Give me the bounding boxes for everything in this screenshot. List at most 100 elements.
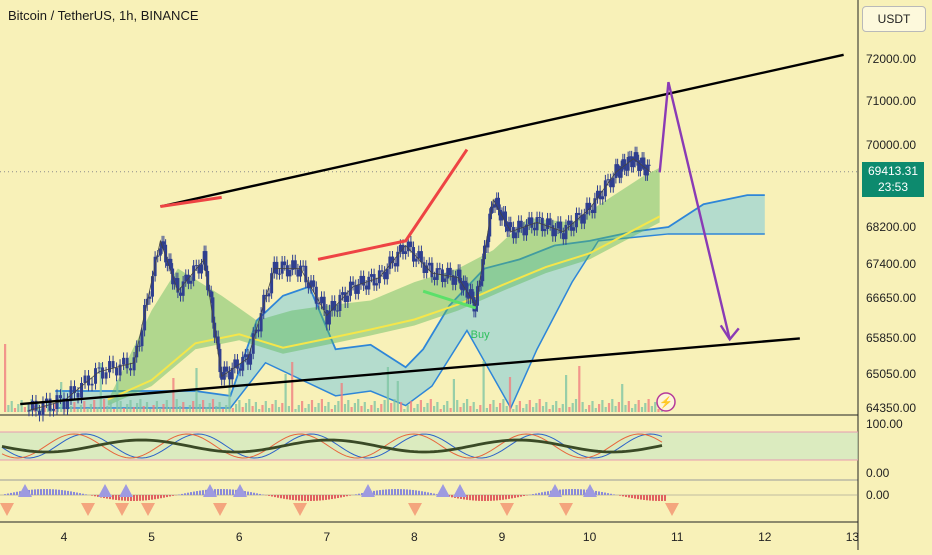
candle-body bbox=[606, 179, 609, 180]
histogram-bar bbox=[232, 490, 234, 495]
volume-bar bbox=[318, 403, 320, 412]
volume-bar bbox=[327, 402, 329, 412]
volume-bar bbox=[466, 399, 468, 412]
histogram-bar bbox=[544, 492, 546, 495]
volume-bar bbox=[529, 400, 531, 412]
volume-bar bbox=[479, 405, 481, 412]
candle-body bbox=[312, 280, 315, 286]
candle-body bbox=[289, 270, 292, 276]
histogram-down-marker bbox=[115, 503, 129, 516]
volume-bar bbox=[420, 400, 422, 412]
volume-bar bbox=[459, 407, 461, 412]
histogram-bar bbox=[355, 494, 357, 495]
price-axis-label: 65050.00 bbox=[866, 367, 916, 381]
volume-bar bbox=[110, 402, 112, 412]
candle-body bbox=[388, 257, 391, 269]
histogram-bar bbox=[193, 492, 195, 495]
volume-bar bbox=[238, 400, 240, 412]
histogram-bar bbox=[304, 495, 306, 501]
volume-bar bbox=[532, 407, 534, 412]
volume-bar bbox=[281, 403, 283, 412]
volume-bar bbox=[199, 404, 201, 412]
candle-body bbox=[323, 297, 326, 310]
histogram-bar bbox=[253, 493, 255, 495]
histogram-down-marker bbox=[213, 503, 227, 516]
volume-bar bbox=[133, 407, 135, 412]
histogram-bar bbox=[562, 489, 564, 495]
histogram-bar bbox=[136, 495, 138, 501]
volume-bar bbox=[648, 399, 650, 412]
histogram-bar bbox=[499, 495, 501, 500]
histogram-bar bbox=[148, 495, 150, 500]
volume-bar bbox=[245, 403, 247, 412]
volume-bar bbox=[162, 404, 164, 412]
volume-bar bbox=[535, 403, 537, 412]
histogram-bar bbox=[79, 493, 81, 495]
volume-bar bbox=[489, 404, 491, 412]
histogram-bar bbox=[346, 495, 348, 496]
projection-arrowhead bbox=[721, 325, 739, 339]
candle-body bbox=[325, 310, 328, 324]
volume-bar bbox=[149, 409, 151, 412]
volume-bar bbox=[357, 399, 359, 412]
histogram-bar bbox=[538, 493, 540, 495]
candle-body bbox=[108, 361, 111, 372]
histogram-bar bbox=[601, 492, 603, 495]
volume-bar bbox=[275, 400, 277, 412]
histogram-bar bbox=[598, 491, 600, 495]
candle-body bbox=[126, 358, 129, 368]
candle-body bbox=[115, 368, 118, 376]
currency-button[interactable]: USDT bbox=[862, 6, 926, 32]
volume-bar bbox=[334, 405, 336, 412]
candle-body bbox=[601, 196, 604, 199]
volume-bar bbox=[311, 400, 313, 412]
histogram-bar bbox=[535, 493, 537, 495]
lightning-glyph-icon: ⚡ bbox=[659, 396, 673, 409]
volume-bar bbox=[248, 399, 250, 412]
candle-body bbox=[59, 395, 62, 398]
candle-body bbox=[441, 269, 444, 281]
candle-body bbox=[52, 409, 55, 411]
volume-bar bbox=[657, 409, 659, 412]
volume-bar bbox=[314, 407, 316, 412]
histogram-down-marker bbox=[408, 503, 422, 516]
volume-bar bbox=[159, 408, 161, 412]
histogram-bar bbox=[286, 495, 288, 499]
candle-body bbox=[583, 214, 586, 223]
candle-body bbox=[210, 291, 213, 297]
volume-bar bbox=[225, 405, 227, 412]
histogram-bar bbox=[391, 489, 393, 495]
candle-body bbox=[409, 242, 412, 247]
candle-body bbox=[346, 296, 349, 302]
histogram-bar bbox=[415, 490, 417, 495]
volume-bar bbox=[182, 402, 184, 412]
histogram-bar bbox=[619, 495, 621, 496]
histogram-bar bbox=[85, 494, 87, 495]
candle-body bbox=[84, 376, 87, 383]
histogram-bar bbox=[343, 495, 345, 497]
volume-bar bbox=[644, 403, 646, 412]
histogram-bar bbox=[655, 495, 657, 501]
histogram-bar bbox=[625, 495, 627, 497]
histogram-bar bbox=[376, 490, 378, 495]
volume-bar bbox=[393, 399, 395, 412]
volume-bar bbox=[364, 402, 366, 412]
volume-bar bbox=[347, 400, 349, 412]
candle-body bbox=[320, 297, 323, 303]
time-axis-label: 6 bbox=[236, 530, 243, 544]
histogram-bar bbox=[61, 490, 63, 495]
candle-body bbox=[286, 265, 289, 276]
volume-bar bbox=[344, 404, 346, 412]
volume-bar bbox=[321, 399, 323, 412]
volume-bar bbox=[324, 406, 326, 412]
candle-body bbox=[433, 277, 436, 280]
bar-countdown: 23:53 bbox=[862, 179, 924, 195]
candle-body bbox=[257, 330, 260, 332]
volume-bar bbox=[522, 408, 524, 412]
volume-bar bbox=[146, 402, 148, 412]
volume-bar bbox=[219, 402, 221, 412]
histogram-bar bbox=[547, 491, 549, 495]
volume-bar bbox=[423, 407, 425, 412]
histogram-bar bbox=[418, 491, 420, 495]
